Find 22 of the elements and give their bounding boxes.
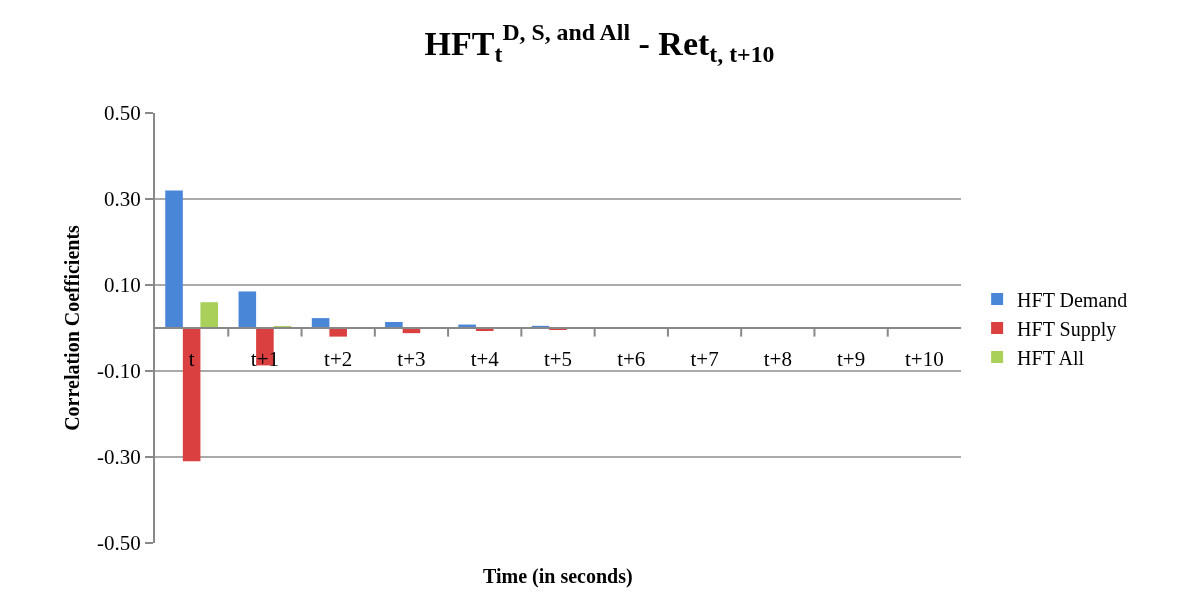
y-tick-label: -0.50 bbox=[97, 531, 141, 556]
y-tick-label: 0.10 bbox=[104, 273, 141, 298]
x-tick-label: t+2 bbox=[324, 347, 353, 372]
y-axis-title: Correlation Coefficients bbox=[61, 224, 84, 431]
x-tick-label: t+9 bbox=[837, 347, 866, 372]
legend-label: HFT All bbox=[1017, 346, 1085, 369]
x-tick-label: t+4 bbox=[470, 347, 500, 372]
y-tick-label: -0.30 bbox=[97, 445, 141, 470]
legend-label: HFT Demand bbox=[1017, 288, 1128, 311]
x-tick-label: t+6 bbox=[617, 347, 646, 372]
legend-label: HFT Supply bbox=[1017, 317, 1117, 341]
x-tick-label: t+5 bbox=[543, 347, 573, 372]
y-tick-label: -0.10 bbox=[97, 359, 141, 384]
y-tick-label: 0.30 bbox=[104, 187, 141, 212]
x-tick-label: t bbox=[188, 347, 195, 372]
x-axis-title: Time (in seconds) bbox=[483, 565, 633, 588]
x-tick-label: t+3 bbox=[397, 347, 426, 372]
y-tick-label: 0.50 bbox=[104, 101, 141, 126]
x-tick-label: t+10 bbox=[905, 347, 944, 372]
x-tick-label: t+7 bbox=[690, 347, 719, 372]
chart-title: HFT$_{t}$$^{D, S, and All}$ - Ret$_{t, t+10}$ bbox=[424, 19, 775, 67]
x-tick-label: t+8 bbox=[763, 347, 792, 372]
